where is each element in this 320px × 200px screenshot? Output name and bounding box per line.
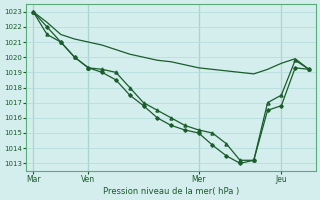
X-axis label: Pression niveau de la mer( hPa ): Pression niveau de la mer( hPa ) bbox=[103, 187, 239, 196]
